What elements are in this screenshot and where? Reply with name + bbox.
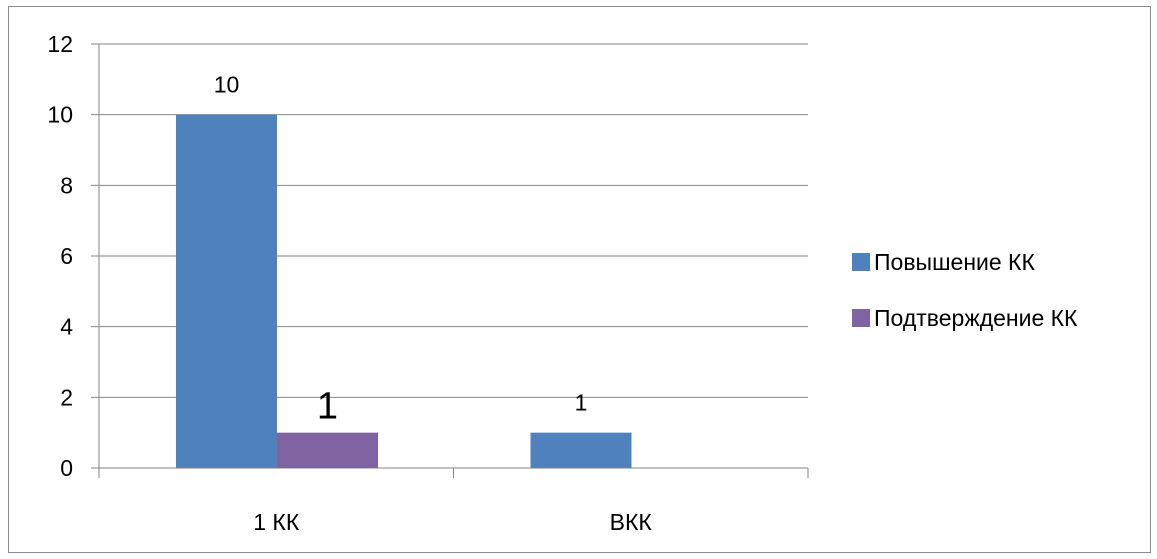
y-tick-label: 4 (60, 314, 73, 340)
legend-label: Повышение КК (874, 249, 1035, 275)
y-tick-label: 0 (60, 455, 73, 481)
data-label: 1 (575, 390, 588, 416)
y-tick-label: 10 (47, 102, 73, 128)
x-tick-label: 1 КК (253, 509, 300, 535)
bar (176, 114, 277, 469)
data-label: 1 (317, 386, 338, 428)
x-tick-label: ВКК (610, 509, 653, 535)
bar (277, 432, 378, 468)
legend-label: Подтверждение КК (874, 305, 1078, 331)
legend: Повышение КК Подтверждение КК (852, 249, 1078, 331)
y-tick-label: 8 (60, 172, 73, 198)
y-tick-label: 12 (47, 31, 73, 57)
data-label: 10 (214, 72, 240, 98)
bar (530, 432, 632, 468)
y-tick-label: 6 (60, 243, 73, 269)
legend-swatch (852, 309, 870, 327)
bars (176, 114, 632, 469)
data-labels: 10 1 1 (214, 72, 588, 428)
y-tick-label: 2 (60, 384, 73, 410)
x-axis: 1 КК ВКК (98, 467, 809, 535)
y-axis: 0 2 4 6 8 10 12 (47, 31, 100, 481)
legend-swatch (852, 253, 870, 271)
